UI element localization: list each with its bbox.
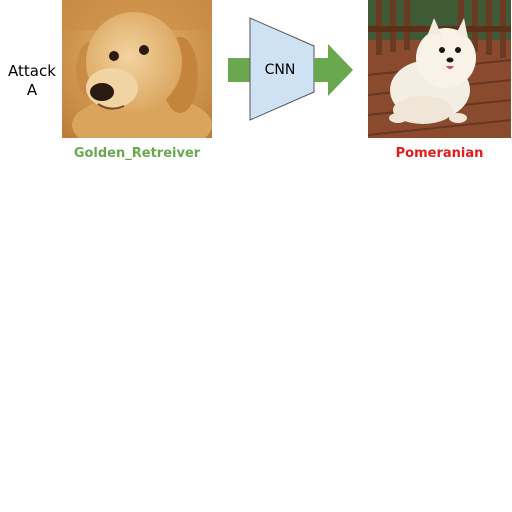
cnn-diagram: CNN: [228, 17, 353, 121]
cnn-label: CNN: [265, 62, 296, 78]
output-class-label: Pomeranian: [395, 146, 484, 161]
attack-label-line2: A: [26, 81, 38, 99]
output-arrow: [314, 44, 353, 96]
attack-label-line1: Attack: [8, 62, 56, 80]
input-arrow: [228, 58, 250, 82]
input-image-golden-retriever: [62, 0, 212, 138]
cnn-block: [249, 17, 315, 121]
output-image-pomeranian: [368, 0, 511, 138]
input-class-label: Golden_Retreiver: [73, 146, 201, 161]
attack-label: Attack A: [2, 62, 62, 100]
